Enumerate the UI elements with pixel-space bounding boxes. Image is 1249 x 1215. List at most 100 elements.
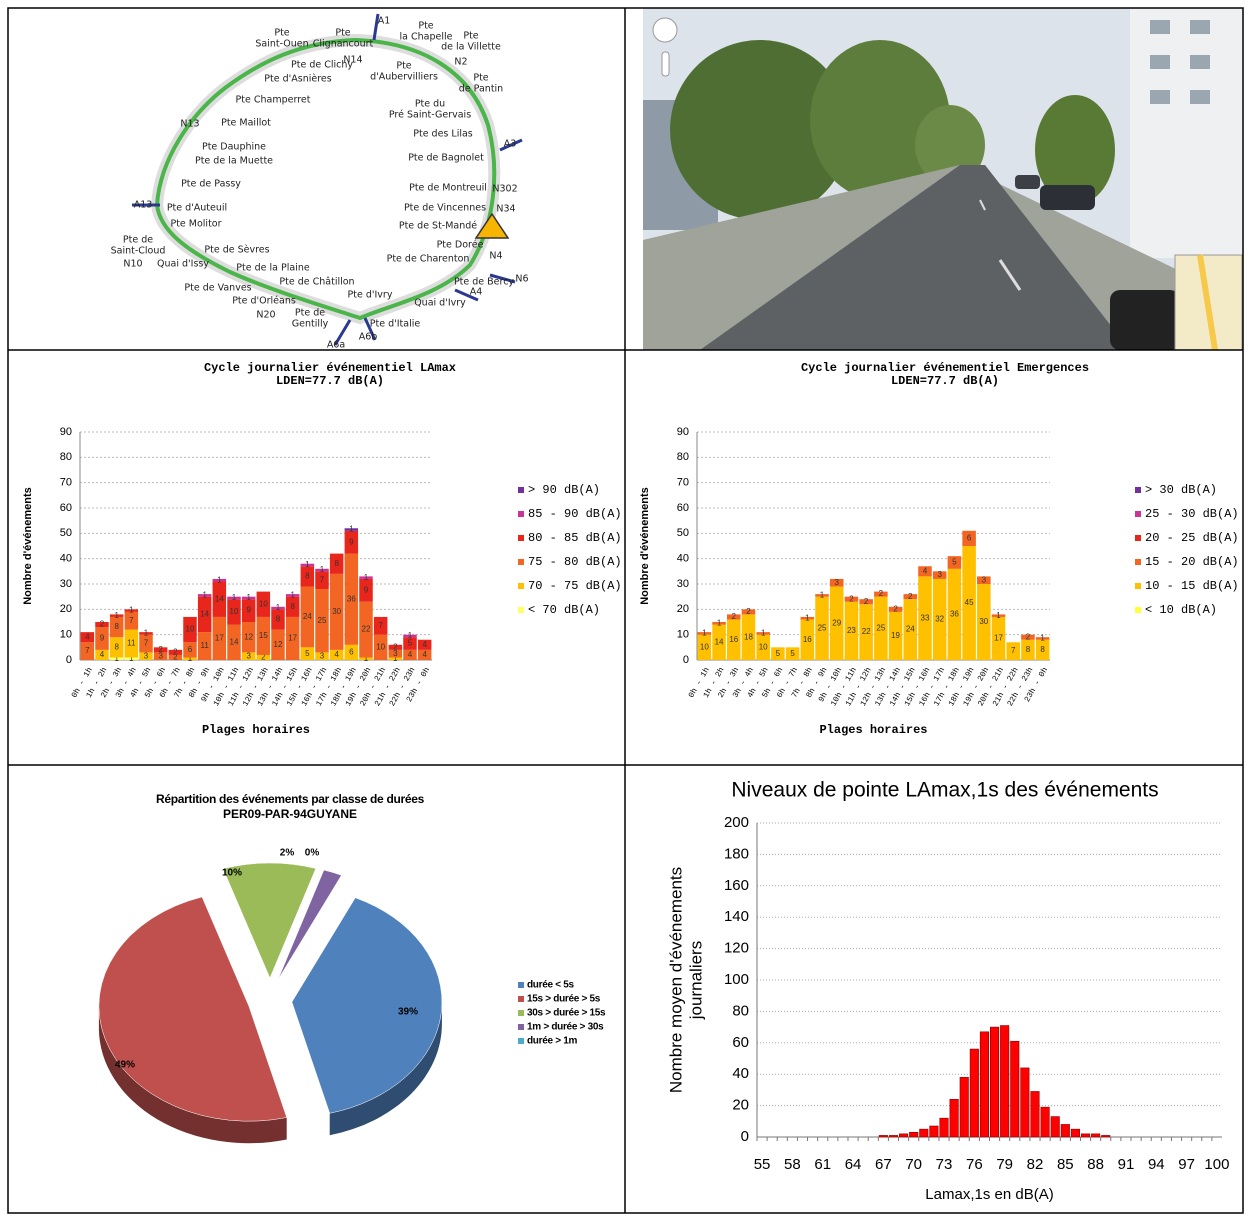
bar-segment	[756, 632, 770, 635]
x-tick-label: 67	[875, 1156, 892, 1173]
map-label: la Chapelle	[400, 32, 453, 43]
bar-segment	[95, 649, 109, 660]
data-label: 22	[862, 627, 871, 636]
nav-control[interactable]	[652, 17, 678, 43]
data-label: 1	[820, 591, 825, 600]
map-label: Pte Molitor	[170, 219, 221, 230]
bar-segment	[1021, 639, 1035, 660]
bar-segment	[417, 649, 432, 660]
bar-segment	[359, 657, 373, 660]
bar-segment	[1035, 637, 1050, 640]
bar-segment	[344, 553, 359, 645]
legend-swatch	[1135, 559, 1141, 565]
legend-swatch	[518, 996, 524, 1002]
data-label: 25	[818, 623, 827, 632]
chart-title: Répartition des événements par classe de…	[156, 792, 425, 806]
chart: Niveaux de pointe LAmax,1s des événement…	[666, 779, 1229, 1203]
bar-segment	[829, 586, 844, 660]
pie-sides	[98, 1001, 442, 1144]
y-tick-label: 50	[60, 527, 72, 539]
bar-segment	[932, 578, 947, 660]
slice	[279, 875, 343, 981]
legend-label: > 30 dB(A)	[1145, 483, 1217, 497]
bar-segment	[153, 647, 168, 653]
bar-segment	[124, 611, 139, 630]
data-label: 7	[378, 621, 383, 630]
x-tick-label: 55	[754, 1156, 771, 1173]
panel-borders	[7, 7, 1244, 1214]
data-label: 1	[349, 525, 354, 534]
data-label: 1	[129, 654, 134, 663]
legend-swatch	[1135, 607, 1141, 613]
bar-segment	[109, 616, 124, 638]
bar-segment	[227, 624, 241, 660]
legend-swatch	[518, 1010, 524, 1016]
data-label: 2	[732, 612, 737, 621]
bar-segment	[109, 657, 124, 660]
bar-segment	[991, 614, 1006, 617]
bar-segment	[1021, 634, 1035, 640]
data-label: 3	[835, 578, 840, 587]
y-axis-label: Nombre d'événements	[639, 487, 651, 605]
bar-segment	[197, 596, 212, 633]
map-label: Pte de Vanves	[184, 283, 251, 294]
map-label: Pte de	[123, 235, 153, 246]
zoom-control[interactable]	[661, 51, 670, 77]
x-tick-label: 85	[1057, 1156, 1074, 1173]
bar	[939, 1117, 949, 1138]
data-label: 1	[320, 565, 325, 574]
bar	[979, 1031, 989, 1138]
bar-segment	[241, 596, 256, 600]
bar-segment	[80, 632, 95, 643]
data-label: 2	[908, 592, 913, 601]
slice	[277, 869, 342, 980]
y-axis-label: Nombre d'événements	[22, 487, 34, 605]
legend-label: durée > 1m	[527, 1036, 577, 1047]
bar-segment	[329, 649, 344, 660]
y-axis-label: journaliers	[686, 941, 705, 1020]
car	[1110, 290, 1180, 350]
road-label: A4	[470, 287, 483, 298]
map-label: Pte de la Plaine	[236, 263, 310, 274]
data-label: 16	[729, 635, 738, 644]
bar	[1060, 1124, 1070, 1138]
bar-segment	[124, 657, 139, 660]
bar-segment	[124, 609, 139, 612]
legend-label: 15 - 20 dB(A)	[1145, 555, 1239, 569]
legend-label: 75 - 80 dB(A)	[528, 555, 622, 569]
map-label: Quai d'Ivry	[414, 298, 466, 309]
legend-label: 10 - 15 dB(A)	[1145, 579, 1239, 593]
x-tick-label: 73	[936, 1156, 953, 1173]
map-label: Pte de St-Mandé	[399, 221, 477, 232]
map-label: Pte d'Asnières	[264, 74, 331, 85]
map-label: Pte Dauphine	[202, 142, 266, 153]
map-label: d'Aubervilliers	[370, 72, 438, 83]
legend-swatch	[518, 559, 524, 565]
chart-subtitle: PER09-PAR-94GUYANE	[223, 807, 357, 821]
map-label: Pte de Châtillon	[279, 277, 354, 288]
map-label: Pte de Vincennes	[404, 203, 486, 214]
chart: Cycle journalier événementiel LAmaxLDEN=…	[22, 361, 622, 737]
bar-segment	[947, 556, 962, 569]
map-label: Pte	[473, 73, 488, 84]
data-label: 49%	[115, 1060, 135, 1071]
x-tick-label: 79	[996, 1156, 1013, 1173]
x-tick-label: 64	[845, 1156, 862, 1173]
bar	[1091, 1133, 1101, 1138]
data-label: 6	[349, 648, 354, 657]
y-tick-label: 200	[724, 814, 749, 831]
bar-segment	[388, 657, 403, 660]
bar	[949, 1099, 959, 1138]
map-label: Pte	[463, 31, 478, 42]
data-label: 8	[305, 572, 310, 581]
bar-segment	[888, 606, 903, 612]
map-label: Saint-Ouen	[255, 39, 308, 50]
road-label: N13	[180, 119, 199, 130]
legend-label: 30s > durée > 15s	[527, 1008, 606, 1019]
data-label: 8	[114, 622, 119, 631]
map-label: Pte du	[415, 99, 445, 110]
data-label: 1	[290, 591, 295, 600]
data-label: 30	[979, 617, 988, 626]
bar-segment	[815, 596, 829, 660]
